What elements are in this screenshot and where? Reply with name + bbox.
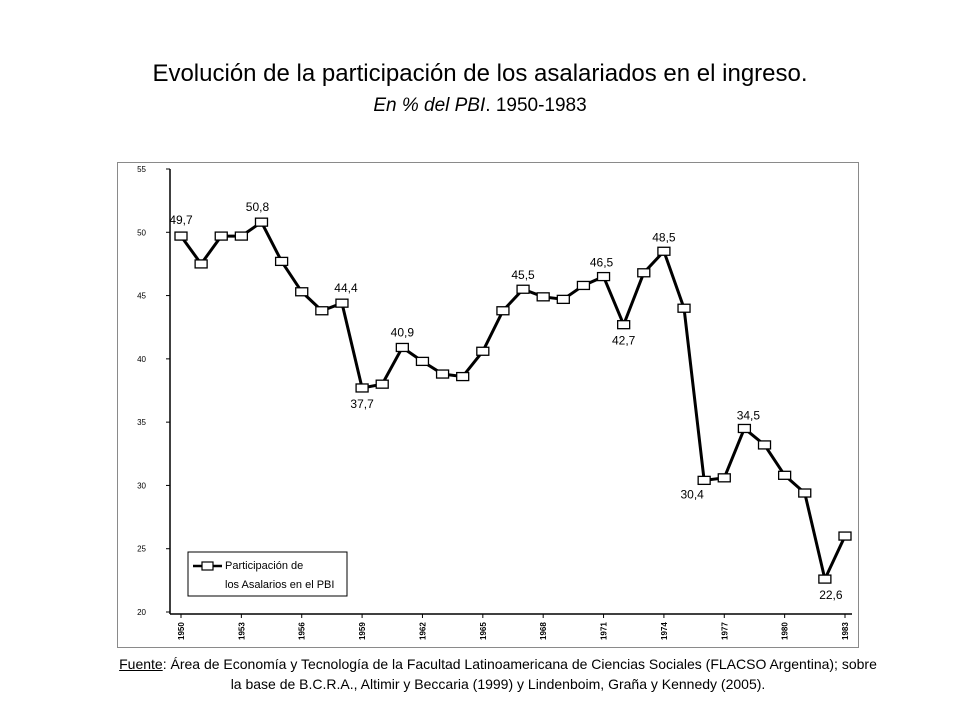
data-point-marker: [556, 294, 570, 305]
source-note: Fuente: Área de Economía y Tecnología de…: [118, 654, 878, 694]
y-tick-label: 40: [137, 355, 146, 364]
data-point-marker: [375, 379, 389, 389]
data-point-marker: [415, 356, 430, 367]
legend-box: [187, 551, 348, 597]
subtitle-rest: . 1950-1983: [485, 95, 587, 116]
data-point-marker: [596, 271, 611, 282]
data-point-marker: [174, 231, 188, 241]
data-point-marker: [657, 246, 671, 256]
data-point-marker: [777, 470, 792, 480]
data-label: 44,4: [334, 281, 358, 295]
data-point-marker: [536, 292, 550, 302]
data-label: 42,7: [612, 334, 636, 348]
data-point-marker: [637, 268, 651, 278]
data-point-marker: [274, 256, 289, 267]
source-label: Fuente: [119, 656, 163, 672]
legend-label-line2: los Asalarios en el PBI: [225, 579, 334, 591]
data-point-marker: [617, 320, 631, 330]
legend-marker-swatch: [201, 561, 214, 571]
data-point-marker: [315, 306, 329, 316]
x-tick-label: 1956: [298, 622, 307, 640]
x-tick-label: 1965: [479, 622, 488, 640]
data-point-marker: [295, 287, 309, 297]
data-label: 40,9: [391, 325, 415, 339]
y-tick-label: 30: [137, 481, 146, 490]
data-label: 34,5: [737, 408, 761, 422]
data-point-marker: [435, 369, 450, 379]
data-point-marker: [395, 342, 409, 353]
data-point-marker: [254, 217, 269, 227]
source-text: : Área de Economía y Tecnología de la Fa…: [162, 656, 877, 692]
data-point-marker: [194, 259, 208, 269]
data-point-marker: [737, 423, 752, 434]
y-tick-label: 35: [137, 418, 146, 427]
x-tick-label: 1962: [418, 622, 427, 640]
data-point-marker: [757, 440, 772, 450]
chart-title: Evolución de la participación de los asa…: [152, 60, 808, 87]
data-point-marker: [335, 298, 349, 308]
x-tick-label: 1974: [660, 622, 669, 640]
y-tick-label: 45: [137, 292, 146, 301]
data-point-marker: [456, 371, 470, 382]
chart-subtitle: En % del PBI. 1950-1983: [0, 95, 960, 117]
data-point-marker: [697, 475, 711, 486]
x-tick-label: 1977: [720, 622, 729, 640]
data-point-marker: [214, 231, 228, 241]
data-point-marker: [798, 488, 812, 498]
data-point-marker: [717, 473, 731, 483]
data-point-marker: [516, 284, 530, 294]
subtitle-italic: En % del PBI: [373, 95, 486, 116]
x-tick-label: 1950: [177, 622, 186, 640]
data-label: 45,5: [511, 268, 535, 282]
legend-label-line1: Participación de: [225, 560, 303, 572]
data-label: 22,6: [819, 588, 843, 602]
data-point-marker: [838, 531, 852, 541]
data-point-marker: [496, 306, 510, 316]
data-point-marker: [355, 383, 369, 393]
y-tick-label: 55: [137, 165, 146, 174]
x-tick-label: 1983: [841, 622, 850, 640]
y-tick-label: 25: [137, 545, 146, 554]
x-tick-label: 1953: [237, 622, 246, 640]
data-label: 37,7: [350, 397, 374, 411]
y-tick-label: 20: [137, 608, 146, 617]
data-point-marker: [476, 346, 490, 356]
data-point-marker: [677, 303, 691, 313]
data-label: 46,5: [590, 256, 614, 270]
x-tick-label: 1971: [600, 622, 609, 640]
data-point-marker: [818, 574, 832, 584]
data-label: 50,8: [246, 200, 270, 214]
series-line: [179, 219, 847, 584]
data-label: 48,5: [652, 230, 676, 244]
x-tick-label: 1980: [781, 622, 790, 640]
data-label: 30,4: [680, 487, 704, 501]
x-tick-label: 1959: [358, 622, 367, 640]
y-tick-label: 50: [137, 228, 146, 237]
data-label: 49,7: [169, 213, 193, 227]
x-tick-label: 1968: [539, 622, 548, 640]
data-point-marker: [576, 280, 591, 291]
data-point-marker: [234, 231, 249, 241]
